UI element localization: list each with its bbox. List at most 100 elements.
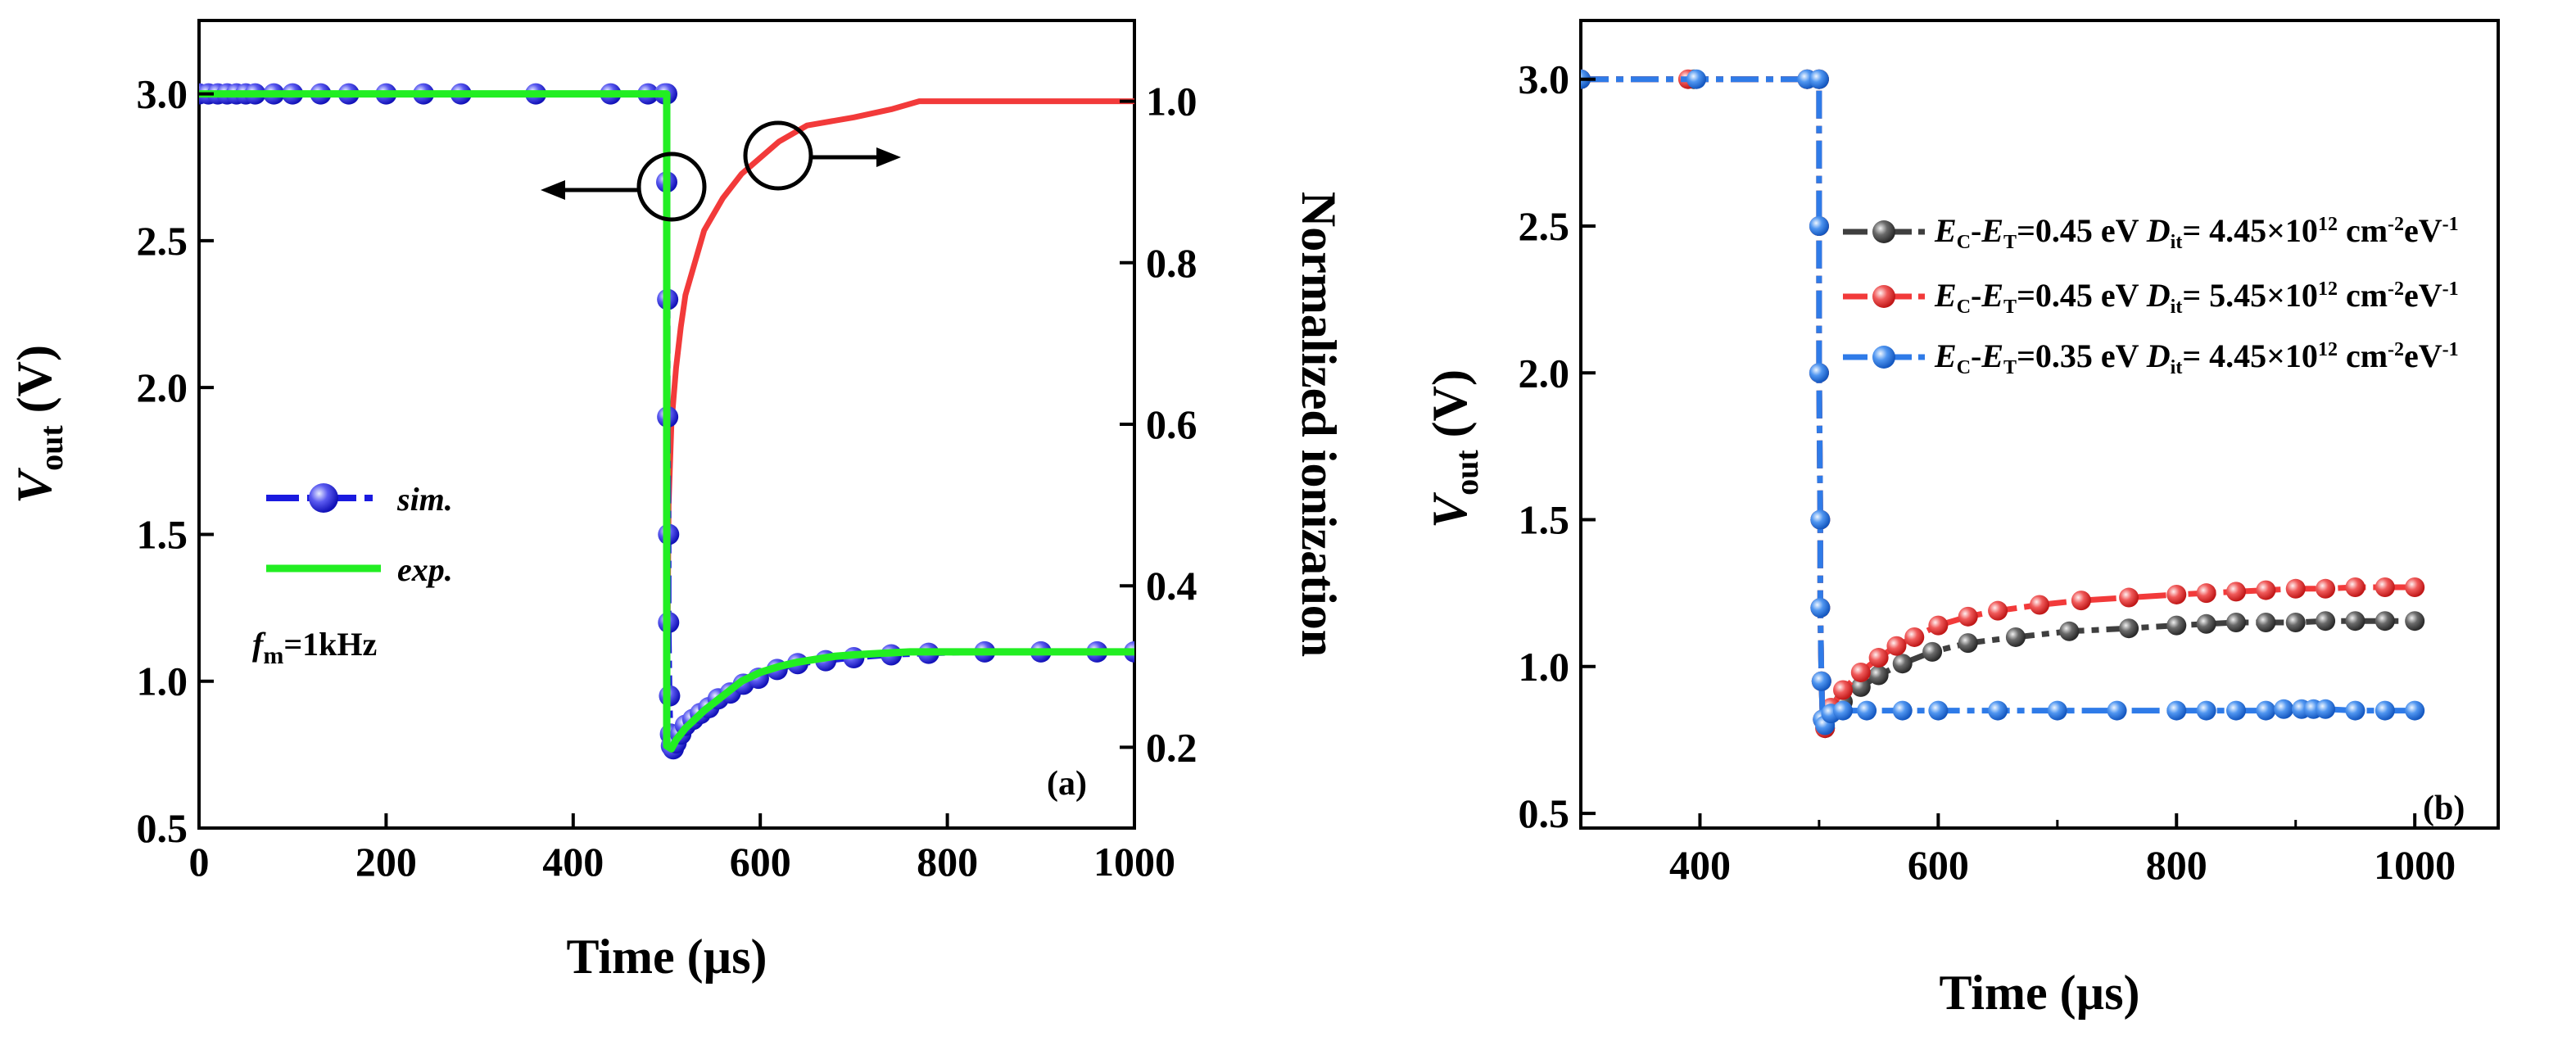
ionization-line: [663, 98, 1134, 748]
panel-a-x-axis-title: Time (µs): [566, 930, 767, 984]
panel-b-y-tick-label: 0.5: [1519, 790, 1570, 836]
panel-b-frame: [1579, 19, 2500, 830]
series-b-035-445-legend-label: EC-ET=0.35 eV Dit= 4.45×1012 cm-2eV-1: [1934, 337, 2459, 378]
left-arrowhead: [541, 180, 565, 200]
panel-a-y-tick-label: 1.5: [137, 511, 188, 557]
series-b-035-445-point: [1809, 69, 1829, 89]
panel-a-x-tick-label: 800: [917, 839, 978, 885]
panel-a-x-tick-label: 600: [730, 839, 791, 885]
series-b-045-445-point: [2059, 621, 2080, 641]
series-b-035-445-point: [1857, 700, 1877, 721]
panel-b-x-tick-label: 1000: [2374, 842, 2456, 888]
series-b-045-545-legend-marker: [1872, 285, 1895, 308]
frequency-annotation: fm=1kHz: [252, 626, 377, 669]
series-b-035-445-point: [1811, 671, 1831, 691]
legend-exp-label: exp.: [397, 551, 453, 588]
panel-a-y2-tick-label: 0.8: [1146, 240, 1197, 286]
panel-b-y-tick-label: 1.5: [1519, 497, 1570, 543]
series-b-035-445-point: [1809, 363, 1829, 383]
panel-b-x-axis-title: Time (µs): [1939, 966, 2139, 1020]
series-b-035-445-point: [2166, 700, 2187, 721]
series-b-035-445-point: [1810, 598, 1831, 618]
panel-a-y2-axis-title: Normalized ionization: [1292, 192, 1346, 657]
series-b-035-445-point: [1809, 215, 1829, 236]
series-b-045-545-point: [1886, 636, 1907, 656]
frequency-annotation-var: f: [252, 626, 266, 663]
panel-a-legend: sim. exp. fm=1kHz: [252, 481, 453, 669]
series-b-035-445-point: [2375, 700, 2395, 721]
series-b-045-545-point: [2226, 582, 2246, 602]
series-b-035-445-legend-marker: [1872, 346, 1895, 369]
series-b-045-445-point: [2375, 611, 2395, 631]
panel-b-y-tick-label: 2.0: [1519, 350, 1570, 396]
series-b-045-445-point: [2405, 611, 2425, 631]
panel-b-y-tick-label: 1.0: [1519, 644, 1570, 690]
panel-a-y-tick-label: 2.0: [137, 364, 188, 410]
right-axis-indicator-circle: [743, 120, 813, 191]
series-b-035-445-point: [2107, 700, 2127, 721]
series-b-045-545-point: [1928, 615, 1949, 636]
panel-b-x-tick-label: 600: [1908, 842, 1969, 888]
panel-a-y-tick-label: 2.5: [137, 218, 188, 264]
series-b-045-445-point: [1892, 654, 1913, 674]
series-b-045-445-point: [2285, 613, 2306, 633]
panel-a-y2-tick-label: 0.2: [1146, 724, 1197, 770]
series-b-035-445-point: [2256, 700, 2276, 721]
panel-b-series: [1581, 69, 2425, 740]
panel-a-series: [199, 83, 1134, 760]
panel-a-x-tick-label: 1000: [1093, 839, 1175, 885]
series-b-045-545-point: [2166, 584, 2187, 604]
series-b-045-545-point: [1988, 600, 2008, 621]
panel-b-y-title-var: V: [1423, 491, 1477, 528]
panel-b-label: (b): [2423, 790, 2465, 827]
series-b-045-545-point: [2071, 591, 2091, 611]
series-b-045-445-point: [1850, 677, 1871, 697]
panel-a-y2-tick-label: 0.4: [1146, 563, 1197, 609]
series-b-045-445-legend-marker: [1872, 220, 1895, 243]
panel-a-y-tick-label: 3.0: [137, 71, 188, 117]
axis-indicators: [541, 120, 901, 222]
panel-a-y-tick-label: 1.0: [137, 659, 188, 704]
series-b-045-545-legend-label: EC-ET=0.45 eV Dit= 5.45×1012 cm-2eV-1: [1934, 277, 2459, 318]
series-b-045-445-point: [1868, 665, 1889, 686]
series-b-035-445-point: [2196, 700, 2216, 721]
right-arrowhead: [876, 147, 901, 167]
panel-a-y2-tick-label: 0.6: [1146, 401, 1197, 447]
series-b-035-445-point: [2226, 700, 2246, 721]
series-b-045-545-point: [2196, 583, 2216, 604]
panel-a-ticks: 0 200 400 600 800 1000 0.5 1.0 1.5 2.0 2.5 3.0 0.2 0.…: [137, 71, 1197, 885]
series-b-045-545-point: [1868, 648, 1889, 668]
series-b-045-445-point: [2119, 618, 2139, 639]
series-b-045-445-point: [1958, 633, 1978, 654]
panel-a-y-tick-label: 0.5: [137, 805, 188, 851]
series-b-045-545-point: [1833, 680, 1853, 700]
series-b-045-445-point: [2196, 613, 2216, 634]
panel-b-x-tick-label: 400: [1669, 842, 1731, 888]
series-b-035-445-point: [1988, 700, 2008, 721]
series-b-045-545-point: [2316, 578, 2336, 599]
series-b-045-445-point: [2005, 627, 2026, 647]
panel-a: 0 200 400 600 800 1000 0.5 1.0 1.5 2.0 2.5 3.0 0.2 0.…: [7, 19, 1346, 984]
series-b-035-445-point: [1810, 509, 1831, 530]
panel-b-y-axis-title: Vout (V): [1423, 369, 1485, 528]
series-b-045-545-point: [2256, 580, 2276, 600]
series-b-045-545-point: [2285, 578, 2306, 599]
series-b-045-545-point: [2375, 577, 2395, 597]
series-b-045-545-point: [1850, 662, 1871, 682]
series-b-045-545-point: [1958, 606, 1978, 627]
panel-b-y-tick-label: 2.5: [1519, 203, 1570, 249]
legend-sim-label: sim.: [396, 481, 453, 518]
series-b-045-545-point: [2405, 577, 2425, 597]
panel-a-x-tick-label: 0: [189, 839, 210, 885]
series-b-035-445-point: [2274, 699, 2294, 719]
series-b-045-445-point: [2226, 613, 2246, 633]
series-b-045-445-line: [1581, 76, 2415, 738]
panel-a-y-title-unit: (V): [7, 345, 61, 425]
series-b-035-445-point: [1928, 700, 1949, 721]
series-b-045-545-point: [2030, 595, 2049, 615]
series-b-035-445-point: [2345, 700, 2365, 721]
panel-a-label: (a): [1047, 765, 1087, 803]
series-b-035-445-point: [2405, 700, 2425, 721]
series-b-045-545-point: [1904, 627, 1925, 647]
